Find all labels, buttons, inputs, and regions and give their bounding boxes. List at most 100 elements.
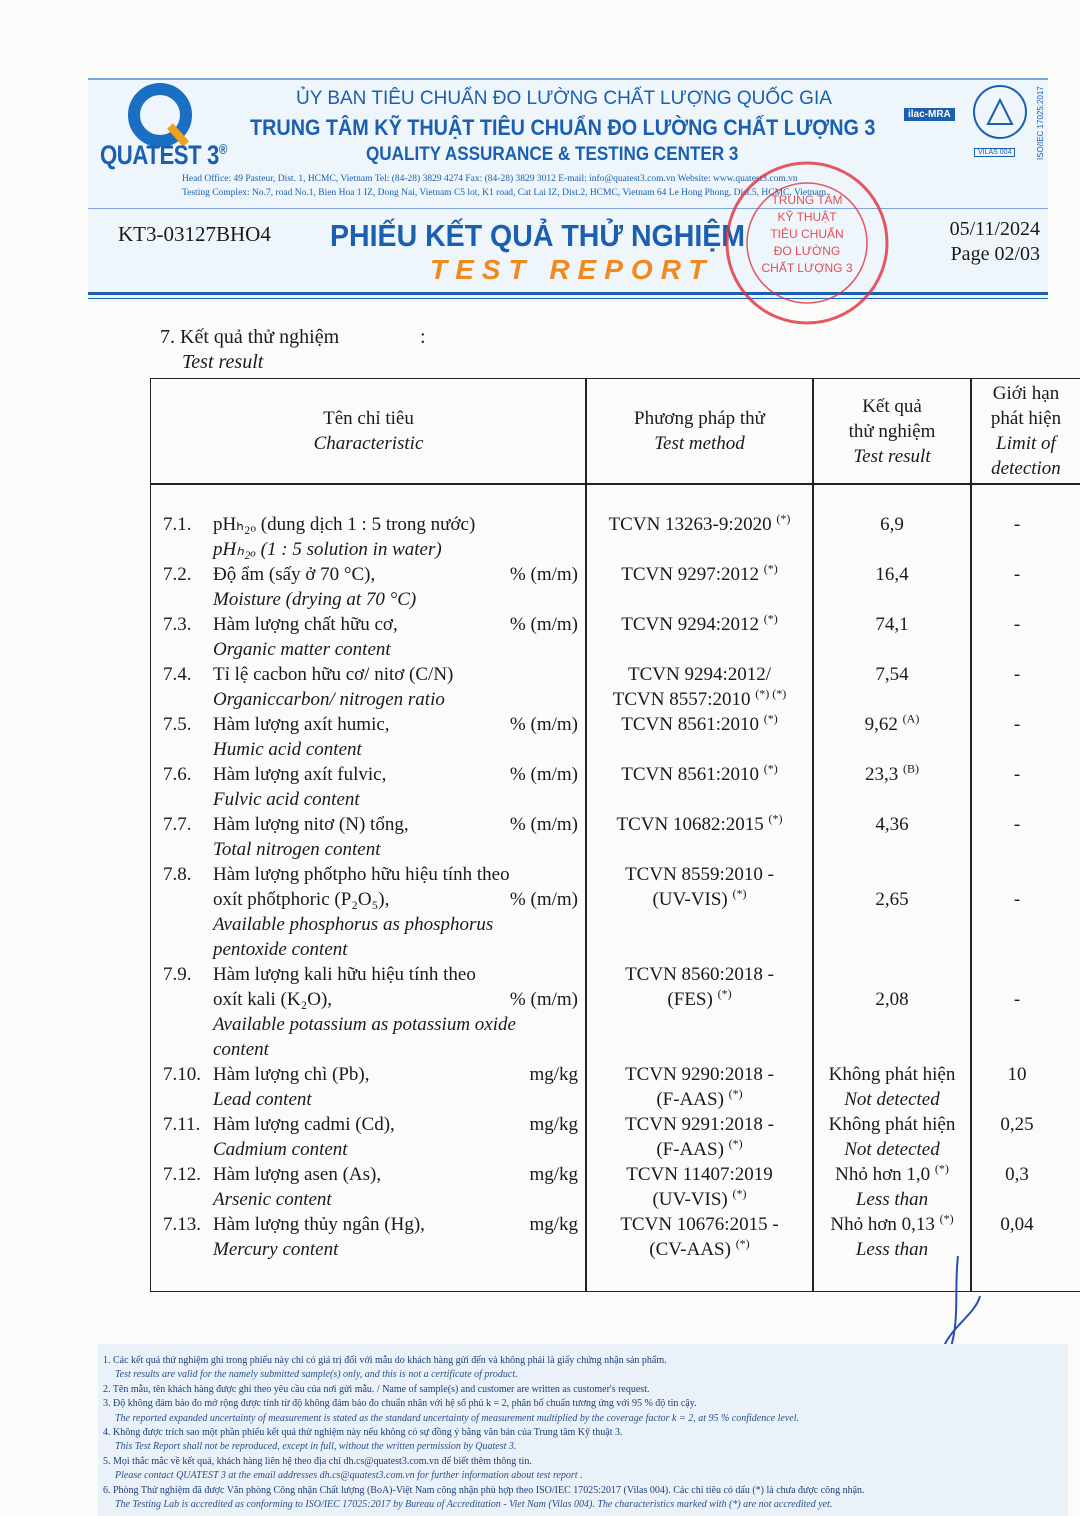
- characteristic-cell: 7.6. % (m/m) Hàm lượng axít fulvic, Fulvic …: [151, 762, 586, 812]
- characteristic-vi: % (m/m) Độ ẩm (sấy ở 70 °C),: [213, 562, 578, 587]
- result: 74,1: [813, 612, 971, 637]
- method-text: (UV-VIS): [652, 1189, 728, 1210]
- characteristic-en: Moisture (drying at 70 °C): [213, 589, 417, 610]
- characteristic-en: Organic matter content: [213, 639, 391, 660]
- center-vi: TRUNG TÂM KỸ THUẬT TIÊU CHUẨN ĐO LƯỜNG C…: [250, 115, 876, 140]
- table-row: 7.6. % (m/m) Hàm lượng axít fulvic, Fulvic …: [151, 762, 1080, 812]
- result-cell: 7,54: [813, 662, 971, 712]
- item-number: 7.3.: [163, 614, 192, 635]
- result-note: (B): [903, 761, 919, 776]
- lod: 0,3: [1005, 1164, 1029, 1185]
- result-en: Less than: [855, 1189, 929, 1210]
- method: TCVN 9297:2012 (*): [586, 562, 813, 587]
- characteristic-cell: 7.13. mg/kg Hàm lượng thủy ngân (Hg), Mercu…: [151, 1212, 586, 1262]
- unit: mg/kg: [529, 1114, 578, 1135]
- characteristic-en: Mercury content: [213, 1239, 339, 1260]
- characteristic-en: Arsenic content: [213, 1189, 332, 1210]
- method-cell: TCVN 9294:2012 (*): [586, 612, 813, 662]
- method-text: TCVN 9297:2012: [621, 564, 759, 585]
- method-note: (*): [717, 986, 732, 1001]
- table-row: 7.10. mg/kg Hàm lượng chì (Pb), Lead conten…: [151, 1062, 1080, 1112]
- characteristic: Tỉ lệ cacbon hữu cơ/ nitơ (C/N) Organicca…: [213, 662, 578, 712]
- result-note: (A): [902, 711, 920, 726]
- result: 23,3 (B): [813, 762, 971, 787]
- stamp-line: TRUNG TÂM: [771, 193, 843, 207]
- method: (UV-VIS) (*): [586, 1187, 813, 1212]
- characteristic-cell: 7.4. Tỉ lệ cacbon hữu cơ/ nitơ (C/N) Organ…: [151, 662, 586, 712]
- stamp: [725, 161, 889, 325]
- logo-icon: [128, 83, 192, 147]
- method-cell: TCVN 9294:2012/TCVN 8557:2010 (*) (*): [586, 662, 813, 712]
- method-cell: TCVN 8560:2018 - (FES) (*): [586, 962, 813, 1062]
- lod-cell: -: [971, 562, 1063, 612]
- table-row: 7.5. % (m/m) Hàm lượng axít humic, Humic ac…: [151, 712, 1080, 762]
- method: TCVN 8560:2018 -: [586, 962, 813, 987]
- result: Nhỏ hơn 0,13 (*): [813, 1212, 971, 1237]
- lod: -: [1013, 714, 1021, 735]
- characteristic-vi-text: pHₕ₂ₒ (dung dịch 1 : 5 trong nước): [213, 514, 476, 535]
- characteristic-vi-text: Hàm lượng axít humic,: [213, 714, 390, 735]
- method: TCVN 13263-9:2020 (*): [586, 512, 813, 537]
- lod: 10: [1007, 1064, 1027, 1085]
- characteristic-vi-text: Độ ẩm (sấy ở 70 °C),: [213, 564, 376, 585]
- center-en: QUALITY ASSURANCE & TESTING CENTER 3: [366, 144, 739, 165]
- column-header-vi: thử nghiệm: [848, 420, 936, 442]
- result: 16,4: [813, 562, 971, 587]
- unit: % (m/m): [509, 764, 578, 785]
- column-rule: [585, 379, 587, 1291]
- footnote-en: This Test Report shall not be reproduced…: [115, 1441, 517, 1453]
- result-text: 16,4: [875, 564, 909, 585]
- method-note: (*): [763, 711, 778, 726]
- header-rule: [151, 483, 1080, 485]
- rule: [88, 298, 1048, 299]
- result: 2,08: [813, 987, 971, 1012]
- rule: [88, 208, 1048, 209]
- footnote-en: Test results are valid for the namely su…: [115, 1369, 518, 1381]
- lod-cell: -: [971, 862, 1063, 962]
- table-row: 7.13. mg/kg Hàm lượng thủy ngân (Hg), Mercu…: [151, 1212, 1080, 1262]
- result-cell: 16,4: [813, 562, 971, 612]
- characteristic-en: Available phosphorus as phosphorus: [213, 914, 494, 935]
- lod: -: [1013, 664, 1021, 685]
- result-text: Nhỏ hơn 1,0: [835, 1164, 931, 1185]
- column-rule: [970, 379, 972, 1291]
- characteristic: Hàm lượng kali hữu hiệu tính theo % (m/m)…: [213, 962, 578, 1062]
- table-row: 7.9. Hàm lượng kali hữu hiệu tính theo% (…: [151, 962, 1080, 1062]
- characteristic: % (m/m) Hàm lượng axít fulvic, Fulvic acid…: [213, 762, 578, 812]
- method-text: (F-AAS): [656, 1089, 724, 1110]
- section-title: 7. Kết quả thử nghiệm: [160, 326, 340, 348]
- result-cell: Không phát hiện Not detected: [813, 1112, 971, 1162]
- characteristic: mg/kg Hàm lượng thủy ngân (Hg), Mercury co…: [213, 1212, 578, 1262]
- characteristic-vi: Hàm lượng phốtpho hữu hiệu tính theo: [213, 862, 578, 887]
- item-number: 7.10.: [163, 1064, 201, 1085]
- unit: mg/kg: [529, 1214, 578, 1235]
- method-cell: TCVN 11407:2019 (UV-VIS) (*): [586, 1162, 813, 1212]
- method-note: (*): [732, 886, 747, 901]
- stamp-line: ĐO LƯỜNG: [773, 244, 841, 258]
- characteristic-vi: % (m/m) oxít phốtphoric (P₂O₅),: [213, 887, 578, 912]
- characteristic-vi-text: Hàm lượng kali hữu hiệu tính theo: [213, 964, 476, 985]
- method: TCVN 8559:2010 -: [586, 862, 813, 887]
- characteristic-vi: % (m/m) Hàm lượng chất hữu cơ,: [213, 612, 578, 637]
- lod: 0,04: [1000, 1214, 1034, 1235]
- item-number: 7.4.: [163, 664, 192, 685]
- lod: -: [1013, 614, 1021, 635]
- table-row: 7.7. % (m/m) Hàm lượng nitơ (N) tổng, Total…: [151, 812, 1080, 862]
- footnote-vi: 6. Phòng Thử nghiệm đã được Văn phòng Cô…: [103, 1484, 865, 1496]
- logo-text: QUATEST 3®: [100, 140, 227, 171]
- method-text: TCVN 9294:2012/: [627, 664, 772, 685]
- result: Không phát hiện: [813, 1112, 971, 1137]
- characteristic-vi: mg/kg Hàm lượng cadmi (Cd),: [213, 1112, 578, 1137]
- method-text: TCVN 8557:2010: [612, 689, 751, 710]
- characteristic-vi-text: Hàm lượng asen (As),: [213, 1164, 382, 1185]
- table-row: 7.2. % (m/m) Độ ẩm (sấy ở 70 °C), Moisture …: [151, 562, 1080, 612]
- method-note: (*): [728, 1136, 743, 1151]
- stamp-line: CHẤT LƯỢNG 3: [761, 261, 853, 275]
- characteristic-cell: 7.10. mg/kg Hàm lượng chì (Pb), Lead conten…: [151, 1062, 586, 1112]
- characteristic-vi-text: Hàm lượng chất hữu cơ,: [213, 614, 398, 635]
- lod: -: [1013, 514, 1021, 535]
- method: (F-AAS) (*): [586, 1137, 813, 1162]
- characteristic: % (m/m) Hàm lượng chất hữu cơ, Organic mat…: [213, 612, 578, 662]
- unit: % (m/m): [509, 989, 578, 1010]
- item-number: 7.11.: [163, 1114, 201, 1135]
